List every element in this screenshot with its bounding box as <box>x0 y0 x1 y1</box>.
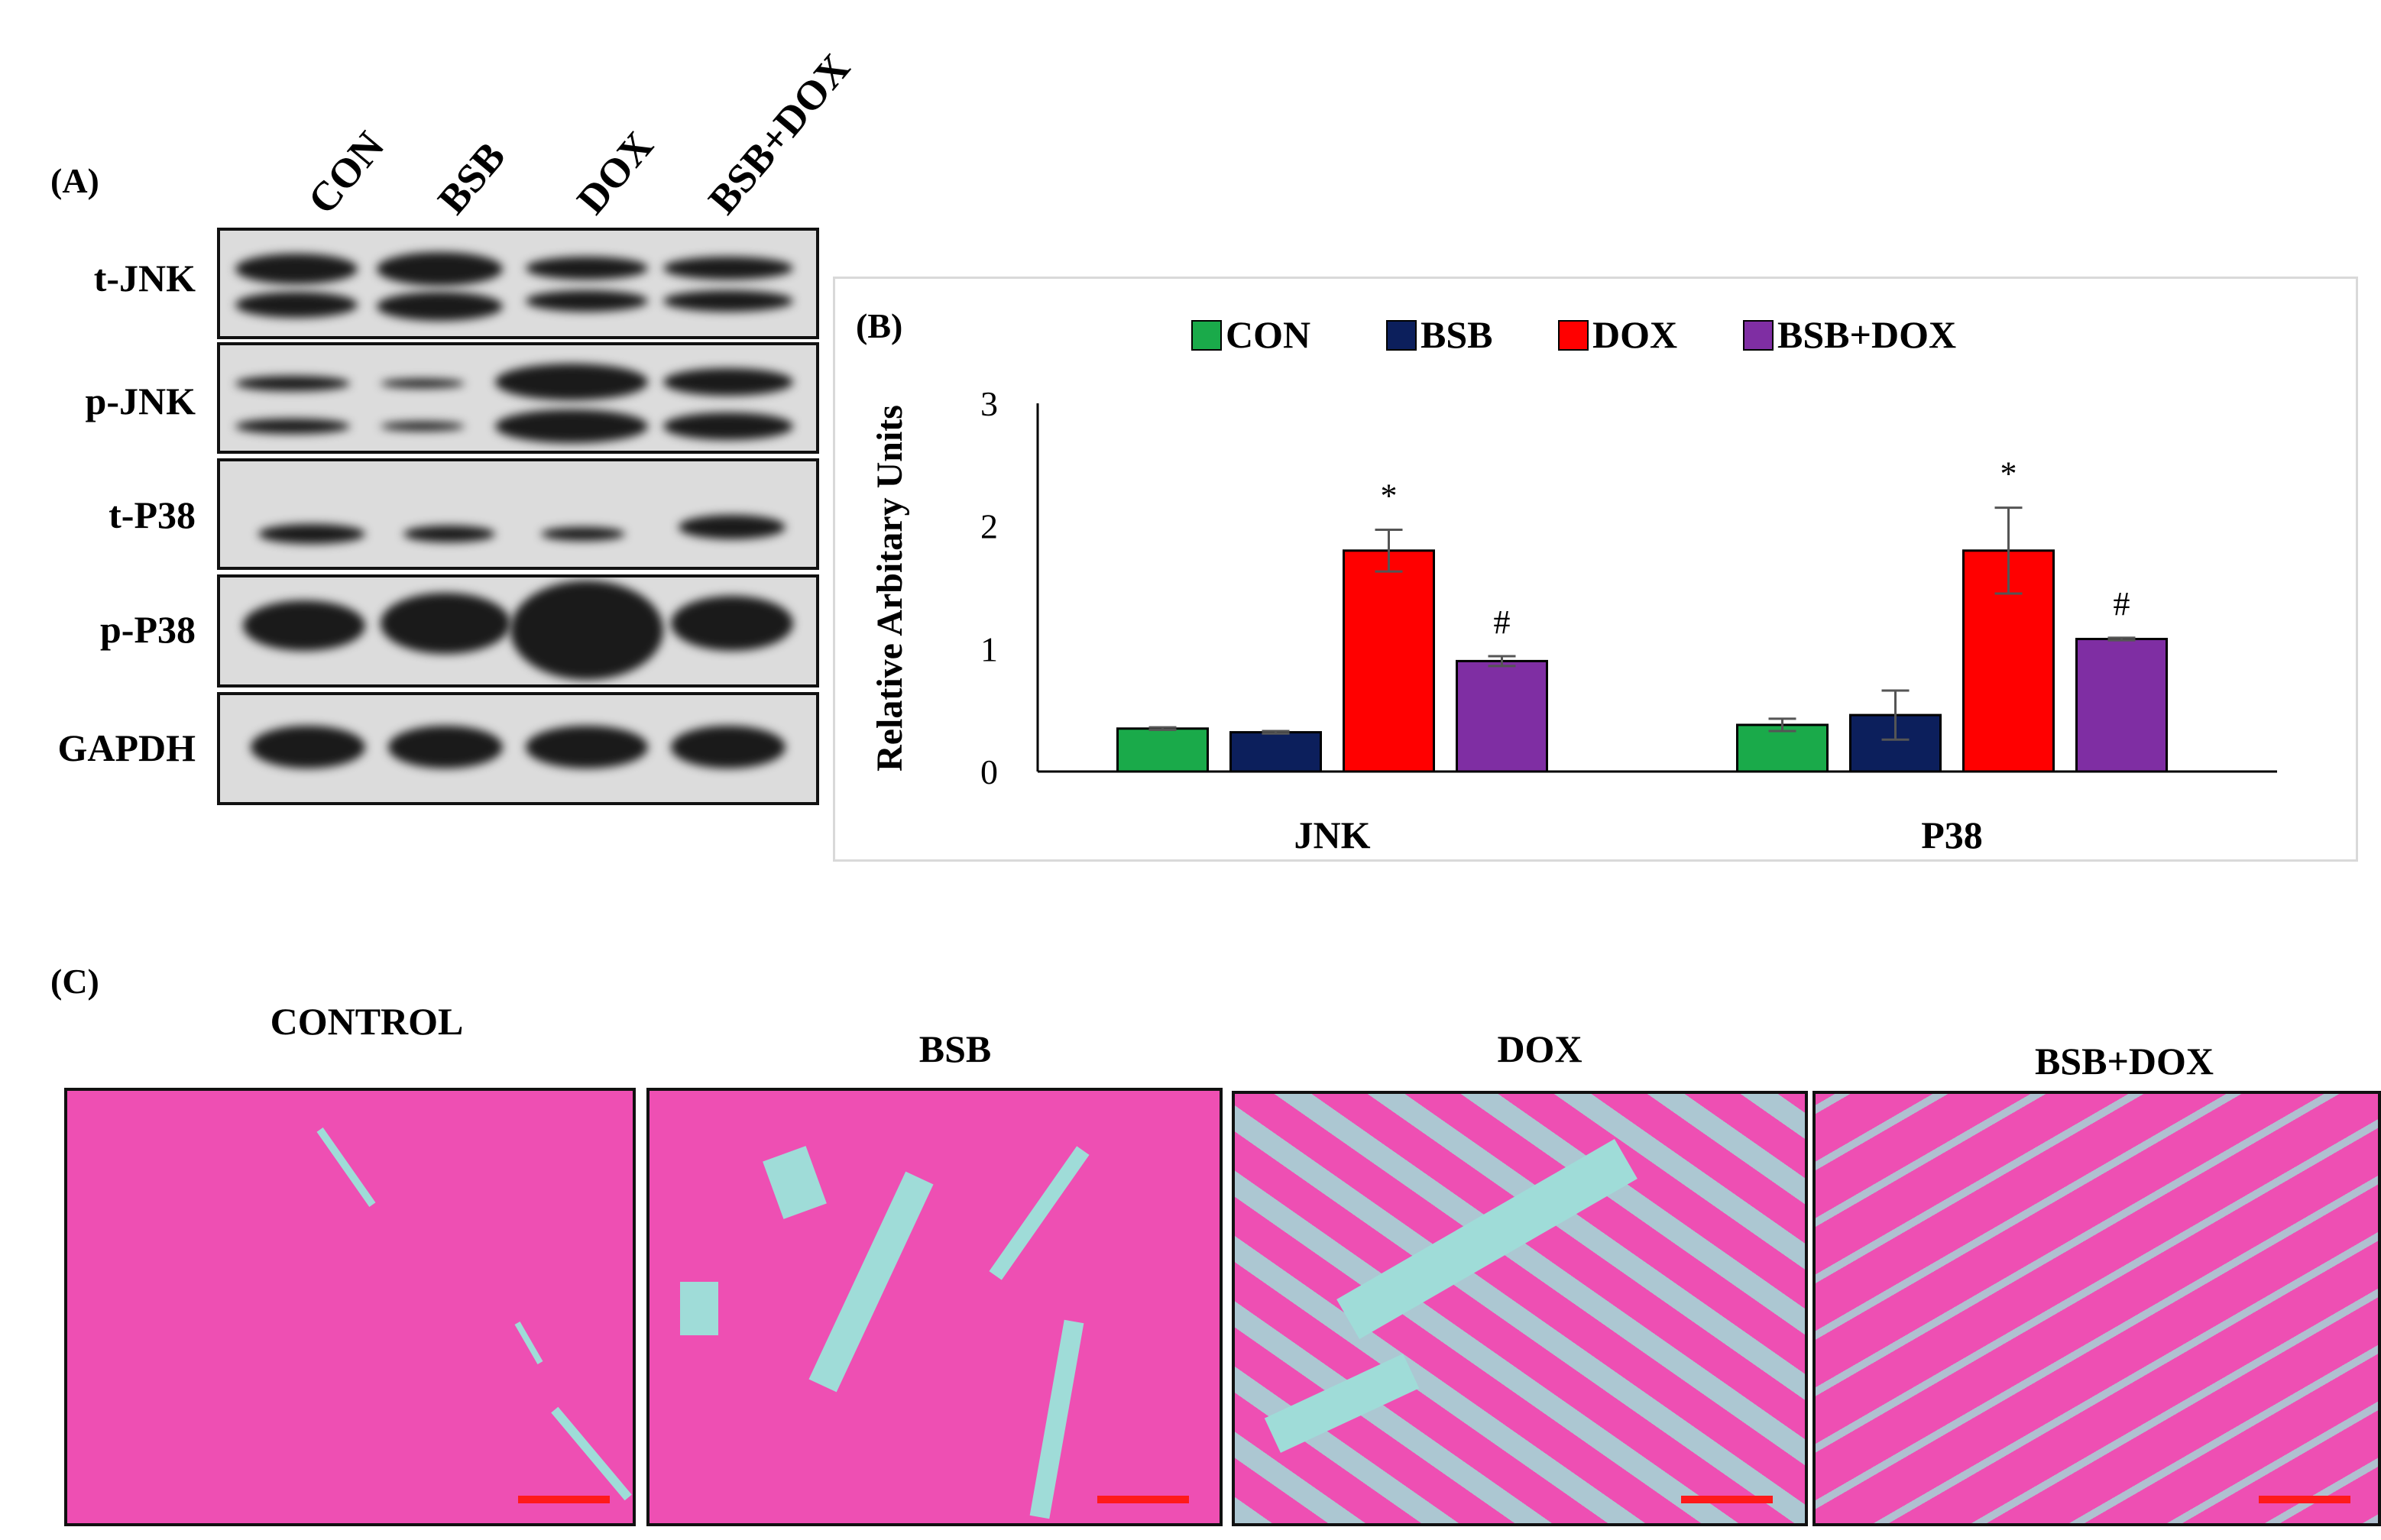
y-tick-label-3: 3 <box>980 384 998 423</box>
blot-label-p-p38: p-P38 <box>100 608 196 651</box>
legend-swatch-2 <box>1558 320 1589 351</box>
significance-marker-p38-dox: * <box>2000 455 2017 493</box>
bar-jnk-bsb <box>1229 731 1322 773</box>
blot-label-t-p38: t-P38 <box>109 493 196 536</box>
blot-strip-p-p38 <box>217 574 819 688</box>
legend-swatch-1 <box>1386 320 1417 351</box>
bar-p38-con <box>1736 723 1829 773</box>
y-tick-label-1: 1 <box>980 629 998 668</box>
histology-title-bsb: BSB <box>918 1027 992 1070</box>
histology-image-bsb <box>646 1088 1223 1526</box>
significance-marker-jnk-bsb-dox: # <box>1494 603 1511 641</box>
blot-strip-t-p38 <box>217 458 819 570</box>
blot-label-t-jnk: t-JNK <box>93 257 196 299</box>
panel-label-b: (B) <box>856 306 903 345</box>
panel-label-c: (C) <box>50 962 99 1001</box>
bar-p38-bsb-dox <box>2075 637 2168 773</box>
histology-title-dox: DOX <box>1497 1027 1582 1070</box>
significance-marker-p38-bsb-dox: # <box>2114 585 2130 623</box>
histology-image-dox <box>1232 1091 1808 1526</box>
histology-title-control: CONTROL <box>270 1000 464 1043</box>
x-tick-label-p38: P38 <box>1921 814 1983 856</box>
blot-label-gapdh: GAPDH <box>57 726 196 769</box>
y-tick-label-2: 2 <box>980 507 998 546</box>
legend-label-1: BSB <box>1421 313 1493 356</box>
bar-jnk-con <box>1116 727 1209 773</box>
histology-image-control <box>64 1088 636 1526</box>
y-tick-label-0: 0 <box>980 752 998 791</box>
legend-swatch-0 <box>1191 320 1222 351</box>
blot-strip-t-jnk <box>217 228 819 339</box>
y-axis-title: Relative Arbitary Units <box>870 405 910 772</box>
significance-marker-jnk-dox: * <box>1381 477 1398 514</box>
blot-strip-gapdh <box>217 692 819 805</box>
panel-label-a: (A) <box>50 161 99 200</box>
blot-label-p-jnk: p-JNK <box>85 380 196 422</box>
legend-label-3: BSB+DOX <box>1777 313 1956 356</box>
bar-jnk-bsb-dox <box>1456 659 1548 773</box>
legend-label-0: CON <box>1226 313 1310 356</box>
blot-strip-p-jnk <box>217 342 819 454</box>
legend-swatch-3 <box>1743 320 1774 351</box>
histology-image-bsb-dox <box>1812 1091 2381 1526</box>
x-tick-label-jnk: JNK <box>1294 814 1371 856</box>
bar-jnk-dox <box>1343 549 1435 773</box>
histology-title-bsb-dox: BSB+DOX <box>2034 1040 2214 1082</box>
legend-label-2: DOX <box>1592 313 1677 356</box>
